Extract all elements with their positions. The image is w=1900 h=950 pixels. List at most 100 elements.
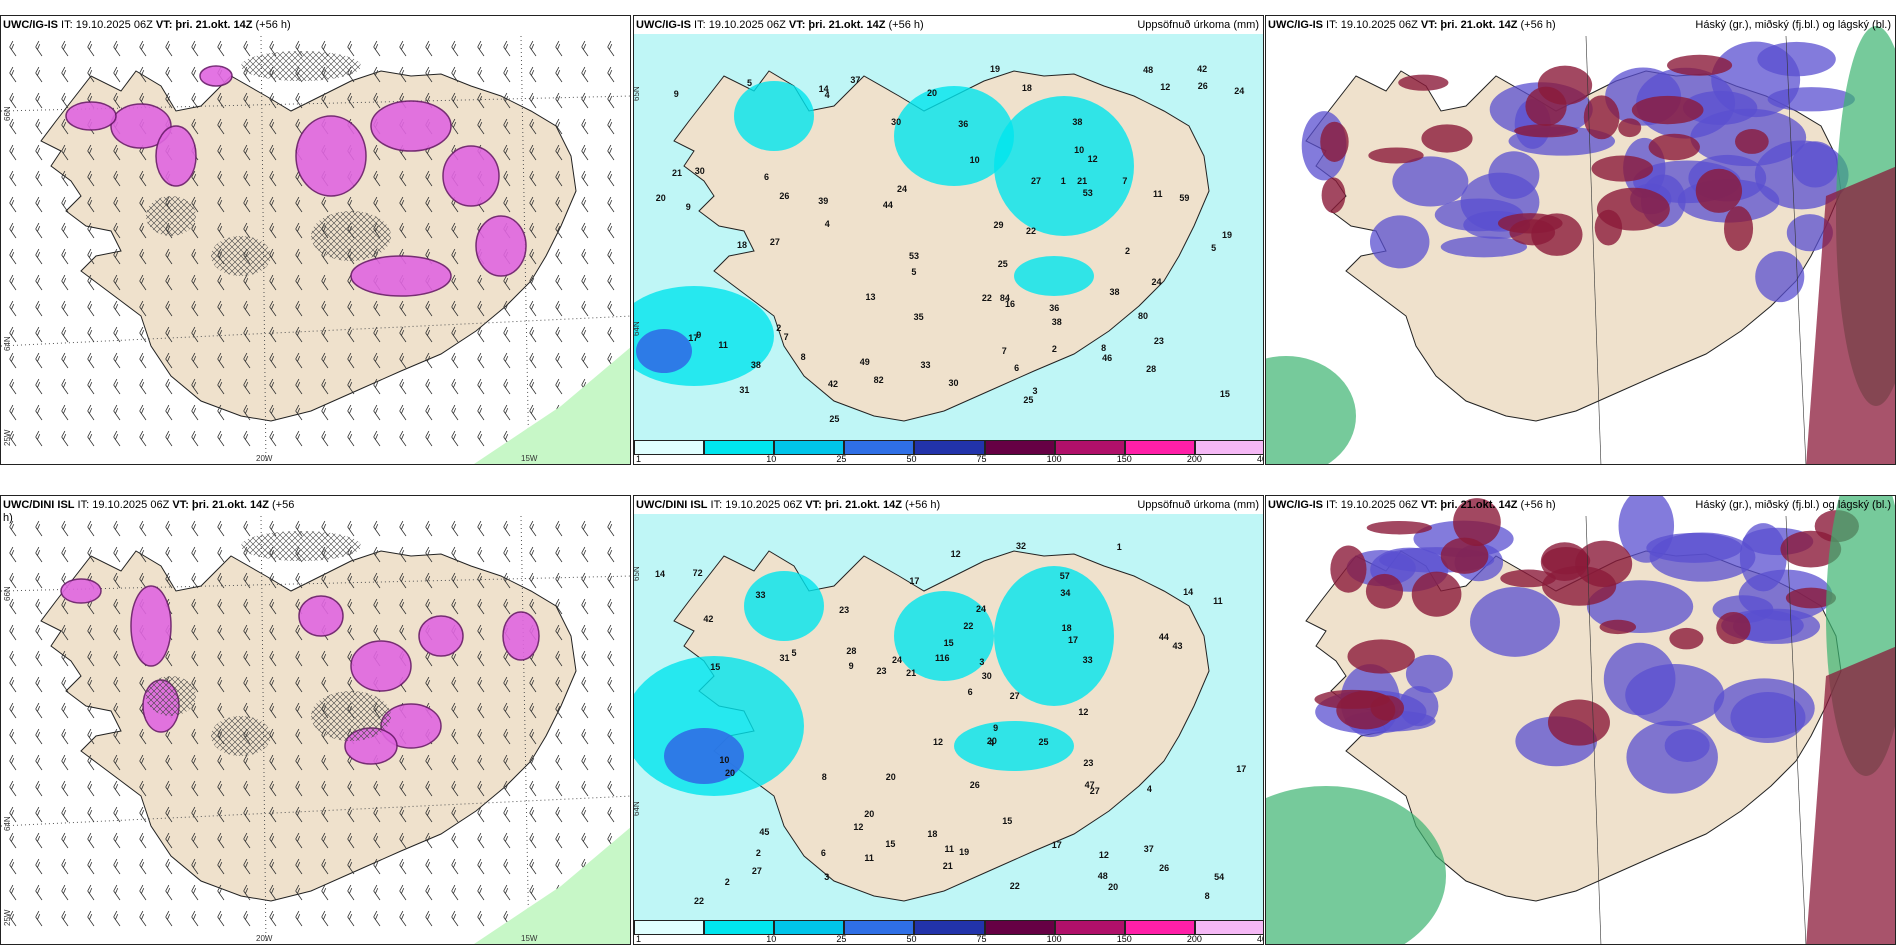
wind-barb <box>87 378 95 395</box>
colorbar-swatch <box>1124 920 1195 935</box>
wind-barb <box>269 118 277 135</box>
wind-barb <box>555 650 563 667</box>
colorbar-tick: 200 <box>1186 454 1202 464</box>
wind-barb <box>35 884 43 901</box>
wind-barb <box>139 300 147 317</box>
wind-barb <box>191 598 199 615</box>
wind-map <box>1 35 630 464</box>
colorbar-swatch <box>984 440 1055 455</box>
wind-barb <box>191 650 199 667</box>
wind-barb <box>477 650 485 667</box>
wind-barb <box>113 728 121 745</box>
wind-barb <box>139 378 147 395</box>
wind-barb <box>451 222 459 239</box>
precip-value-label: 26 <box>779 190 790 201</box>
wind-barb <box>399 780 407 797</box>
low-cloud-area <box>1591 155 1653 182</box>
wind-barb <box>451 300 459 317</box>
wind-barb <box>425 910 433 927</box>
snow-area <box>155 125 197 187</box>
wind-barb <box>191 832 199 849</box>
lat-label: 65N <box>633 566 641 581</box>
valid-time-value: þri. 21.okt. 14Z <box>805 19 886 31</box>
wind-barb <box>191 884 199 901</box>
precip-value-label: 20 <box>927 88 938 99</box>
colorbar-swatch <box>634 920 705 935</box>
wind-barb <box>295 404 303 421</box>
snow-area <box>60 578 102 604</box>
wind-barb <box>35 274 43 291</box>
wind-barb <box>35 806 43 823</box>
wind-barb <box>503 170 511 187</box>
wind-barb <box>529 326 537 343</box>
wind-barb <box>269 430 277 447</box>
wind-barb <box>9 430 17 447</box>
lat-label: 64N <box>633 801 641 816</box>
wind-barb <box>503 352 511 369</box>
precip-value-label: 42 <box>828 378 839 389</box>
wind-barb <box>477 300 485 317</box>
wind-barb <box>347 780 355 797</box>
mid-cloud-area <box>1586 580 1694 634</box>
low-cloud-area <box>1723 206 1754 251</box>
precip-value-label: 33 <box>755 590 766 601</box>
wind-barb <box>347 572 355 589</box>
lat-label: 64N <box>3 816 12 831</box>
wind-barb <box>477 754 485 771</box>
wind-barb <box>529 92 537 109</box>
precip-area <box>744 571 824 641</box>
wind-barb <box>113 170 121 187</box>
wind-barb <box>295 274 303 291</box>
wind-barb <box>321 274 329 291</box>
wind-barb <box>113 780 121 797</box>
wind-barb <box>9 780 17 797</box>
mid-cloud-area <box>1625 663 1725 727</box>
wind-barb <box>87 222 95 239</box>
panel-title: Uppsöfnuð úrkoma (mm) <box>1137 19 1259 31</box>
graticule-line <box>1585 35 1602 464</box>
model-name: UWC/IG-IS <box>1268 19 1323 31</box>
wind-barb <box>607 196 615 213</box>
wind-barb <box>503 884 511 901</box>
precip-value-label: 11 <box>1152 189 1163 200</box>
wind-barb <box>61 118 69 135</box>
precip-value-label: 7 <box>1122 176 1128 187</box>
precip-value-label: 84 <box>999 293 1010 304</box>
wind-barb <box>87 40 95 57</box>
wind-barb <box>87 352 95 369</box>
wind-barb <box>191 858 199 875</box>
precip-value-label: 19 <box>959 847 970 858</box>
low-cloud-area <box>1531 213 1583 256</box>
precip-value-label: 30 <box>981 670 992 681</box>
precip-value-label: 7 <box>783 332 789 342</box>
wind-barb <box>191 702 199 719</box>
wind-barb <box>113 520 121 537</box>
wind-barb <box>425 378 433 395</box>
wind-barb <box>191 546 199 563</box>
wind-barb <box>165 520 173 537</box>
precip-value-label: 10 <box>969 154 980 165</box>
valid-time-value: þri. 21.okt. 14Z <box>1437 499 1518 511</box>
wind-barb <box>503 520 511 537</box>
precip-value-label: 29 <box>993 219 1004 230</box>
wind-barb <box>61 404 69 421</box>
precip-value-label: 44 <box>1158 631 1169 642</box>
precip-value-label: 17 <box>1068 635 1079 646</box>
precip-value-label: 15 <box>885 838 896 849</box>
wind-barb <box>607 300 615 317</box>
precip-value-label: 42 <box>703 614 714 625</box>
wind-barb <box>529 780 537 797</box>
wind-barb <box>87 910 95 927</box>
precip-value-label: 36 <box>958 118 969 129</box>
precip-area <box>994 566 1114 706</box>
wind-barb <box>503 650 511 667</box>
wind-barb <box>607 806 615 823</box>
wind-barb <box>165 832 173 849</box>
wind-barb <box>113 624 121 641</box>
wind-barb <box>581 66 589 83</box>
mid-cloud-area <box>1369 215 1430 269</box>
wind-barb <box>61 430 69 447</box>
wind-barb <box>607 92 615 109</box>
wind-barb <box>113 598 121 615</box>
colorbar-tick: 25 <box>836 454 847 464</box>
